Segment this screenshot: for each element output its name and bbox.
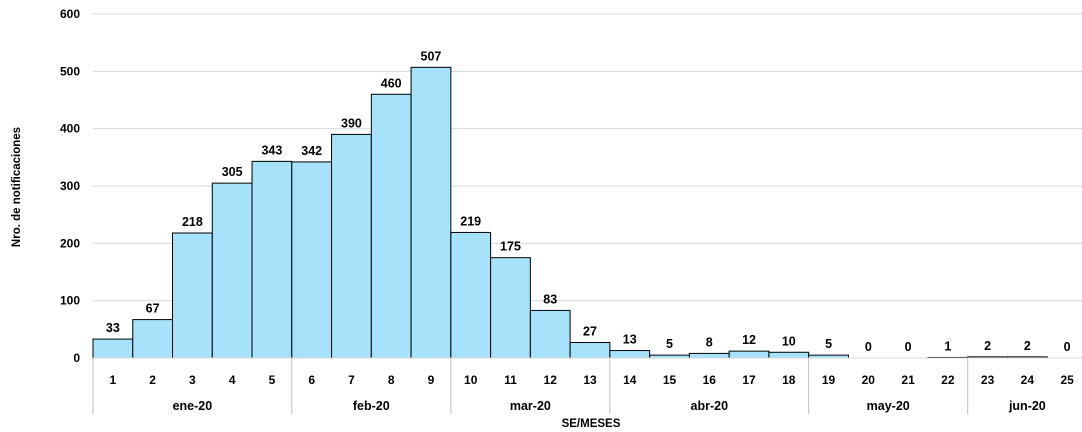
x-tick-label: 1: [110, 373, 117, 387]
data-label: 0: [905, 340, 912, 354]
x-tick-label: 11: [504, 373, 517, 387]
data-label: 175: [500, 240, 521, 254]
data-label: 342: [301, 144, 322, 158]
x-tick-label: 25: [1060, 373, 1074, 387]
data-label: 343: [261, 143, 282, 157]
bar-se-17: [728, 350, 770, 359]
x-tick-label: 21: [901, 373, 915, 387]
data-label: 12: [742, 333, 756, 347]
data-label: 2: [984, 339, 991, 353]
x-axis: 1 2 3 4 5 6 7 8 9 10 11 12 13 14 15 16 17 18 19 20 21 22 23 24 2…: [92, 357, 1082, 414]
x-tick-label: 8: [388, 373, 395, 387]
bar-se-10: [450, 231, 492, 359]
bar-se-13: [569, 342, 611, 359]
bar-se-14: [609, 350, 651, 359]
x-tick-label: 14: [623, 373, 637, 387]
data-label: 13: [623, 333, 637, 347]
month-label: may-20: [867, 399, 910, 413]
x-tick-label: 15: [663, 373, 677, 387]
data-label: 8: [706, 335, 713, 349]
x-tick-label: 12: [544, 373, 558, 387]
x-tick-label: 16: [703, 373, 717, 387]
data-label: 10: [782, 334, 796, 348]
data-label: 507: [421, 49, 442, 63]
x-tick-label: 4: [229, 373, 236, 387]
x-tick-label: 2: [149, 373, 156, 387]
x-tick-label: 22: [941, 373, 955, 387]
bar-se-1: [92, 338, 134, 359]
x-tick-label: 23: [981, 373, 995, 387]
data-label: 218: [182, 215, 203, 229]
bar-se-18: [768, 351, 810, 359]
month-label: ene-20: [173, 399, 213, 413]
bar-se-8: [370, 93, 412, 359]
x-tick-label: 5: [269, 373, 276, 387]
x-tick-label: 10: [464, 373, 478, 387]
data-label: 390: [341, 116, 362, 130]
x-axis-title: SE/MESES: [562, 418, 621, 430]
month-label: feb-20: [353, 399, 390, 413]
y-axis-ticks: 0 100 200 300 400 500 600: [60, 7, 80, 365]
month-label: mar-20: [510, 399, 551, 413]
y-tick-label: 100: [60, 294, 80, 308]
month-label: jun-20: [1008, 399, 1046, 413]
bar-se-12: [529, 309, 571, 359]
x-tick-label: 17: [742, 373, 756, 387]
y-tick-label: 600: [60, 7, 80, 21]
bar-se-2: [132, 319, 174, 359]
x-tick-label: 6: [308, 373, 315, 387]
bar-se-5: [251, 160, 293, 359]
bar-se-4: [211, 182, 253, 359]
x-tick-label: 24: [1021, 373, 1035, 387]
bars: [92, 66, 1048, 359]
data-label: 219: [460, 214, 481, 228]
data-label: 0: [865, 340, 872, 354]
data-label: 83: [543, 292, 557, 306]
x-tick-label: 13: [583, 373, 597, 387]
bar-se-7: [331, 133, 372, 359]
data-labels: 33 67 218 305 343 342 390 460 507 219 175 83 27 13 5 8 1…: [106, 49, 1071, 354]
data-label: 1: [944, 339, 951, 353]
bar-se-6: [291, 161, 333, 359]
y-tick-label: 300: [60, 179, 80, 193]
x-tick-label: 18: [782, 373, 796, 387]
month-label: abr-20: [691, 399, 729, 413]
bar-se-3: [172, 232, 213, 359]
y-tick-label: 400: [60, 122, 80, 136]
data-label: 33: [106, 321, 120, 335]
y-tick-label: 500: [60, 64, 80, 78]
data-label: 0: [1064, 340, 1071, 354]
data-label: 27: [583, 325, 597, 339]
data-label: 5: [666, 337, 673, 351]
data-label: 460: [381, 76, 402, 90]
bar-se-9: [410, 66, 452, 359]
x-tick-label: 20: [862, 373, 876, 387]
y-tick-label: 0: [73, 351, 80, 365]
x-tick-label: 7: [348, 373, 355, 387]
data-label: 5: [825, 337, 832, 351]
x-tick-label: 19: [822, 373, 836, 387]
data-label: 67: [146, 302, 160, 316]
x-tick-label: 3: [189, 373, 196, 387]
bar-se-16: [688, 352, 730, 359]
data-label: 2: [1024, 339, 1031, 353]
y-axis-title: Nro. de notificaciones: [11, 127, 23, 247]
y-tick-label: 200: [60, 236, 80, 250]
bar-se-11: [490, 257, 531, 359]
x-tick-label: 9: [428, 373, 435, 387]
data-label: 305: [222, 165, 243, 179]
